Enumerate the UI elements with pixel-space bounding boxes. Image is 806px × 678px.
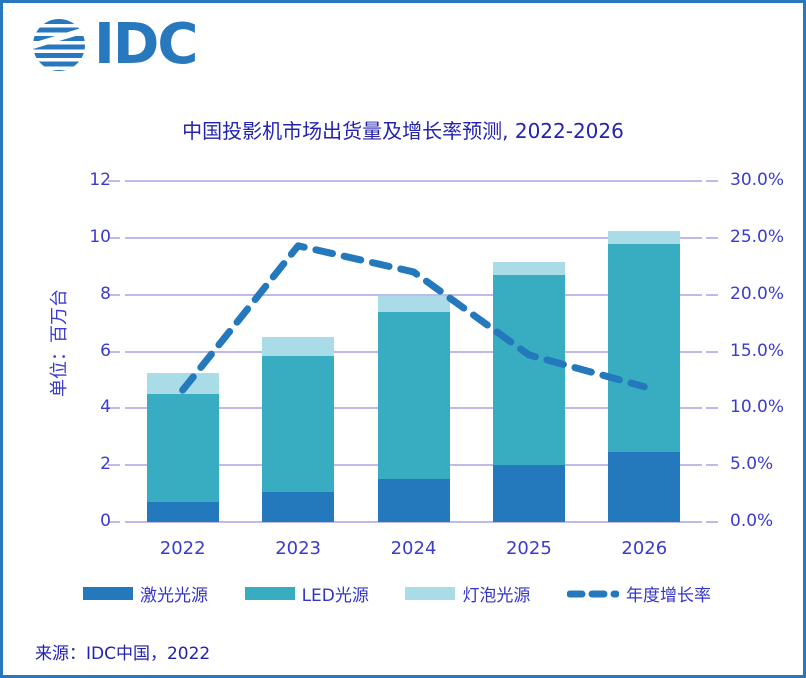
right-axis-tick bbox=[706, 350, 718, 353]
x-label-2026: 2026 bbox=[621, 538, 668, 559]
gridline bbox=[125, 180, 702, 182]
legend-item-led: LED光源 bbox=[244, 581, 369, 606]
bar-2023-bulb bbox=[262, 337, 335, 356]
gridline bbox=[125, 236, 702, 239]
bar-2023-laser bbox=[262, 492, 335, 522]
bar-2025-laser bbox=[492, 465, 565, 522]
right-axis-tick-label: 0.0% bbox=[730, 511, 774, 531]
bar-2025-led bbox=[492, 274, 565, 466]
left-axis-tick bbox=[108, 180, 120, 182]
legend-item-laser: 激光光源 bbox=[83, 581, 208, 606]
chart-canvas: 12 10 8 6 4 2 0 30.0% 25.0% 20.0% 15.0% 10.0% 5.0% 0.… bbox=[3, 3, 803, 675]
left-axis-tick-label: 6 bbox=[100, 340, 111, 361]
left-axis-tick-label: 8 bbox=[100, 283, 111, 304]
right-axis-tick bbox=[706, 236, 718, 239]
x-label-2022: 2022 bbox=[159, 538, 206, 559]
bar-2023-led bbox=[262, 355, 335, 493]
right-axis-tick-label: 30.0% bbox=[730, 170, 785, 190]
right-axis-tick-label: 15.0% bbox=[730, 340, 785, 361]
left-axis-tick bbox=[108, 350, 120, 353]
idc-globe-icon bbox=[33, 19, 85, 71]
dashed-line-swatch-icon bbox=[567, 590, 619, 597]
legend-item-growth: 年度增长率 bbox=[567, 581, 711, 606]
x-label-2025: 2025 bbox=[505, 538, 552, 559]
bar-2024-led bbox=[377, 311, 450, 480]
left-axis-tick-label: 10 bbox=[89, 226, 111, 247]
bar-2026-bulb bbox=[608, 230, 681, 244]
left-axis-tick-label: 4 bbox=[100, 397, 111, 418]
legend-item-bulb: 灯泡光源 bbox=[405, 581, 530, 606]
left-axis-tick bbox=[108, 407, 120, 410]
right-axis-tick-label: 25.0% bbox=[730, 226, 785, 247]
legend-label-growth: 年度增长率 bbox=[626, 586, 711, 606]
left-axis-tick bbox=[108, 464, 120, 467]
right-axis-tick-label: 5.0% bbox=[730, 454, 774, 475]
left-axis-tick bbox=[108, 236, 120, 239]
right-axis-tick-label: 10.0% bbox=[730, 397, 785, 418]
source-note: 来源：IDC中国，2022 bbox=[35, 644, 211, 664]
chart-title: 中国投影机市场出货量及增长率预测, 2022-2026 bbox=[182, 119, 624, 143]
bar-2022-led bbox=[146, 394, 219, 503]
idc-logo: IDC bbox=[33, 12, 198, 77]
left-axis-tick bbox=[108, 293, 120, 296]
bar-2022-bulb bbox=[146, 372, 219, 395]
gridline bbox=[125, 521, 702, 523]
led-swatch-icon bbox=[244, 587, 295, 600]
growth-rate-line bbox=[179, 242, 648, 394]
idc-logo-text: IDC bbox=[94, 12, 198, 77]
bar-2026-led bbox=[608, 243, 681, 453]
bar-2025-bulb bbox=[492, 261, 565, 275]
left-axis-tick bbox=[108, 521, 120, 523]
right-axis-tick bbox=[706, 521, 718, 523]
left-axis-tick-label: 2 bbox=[100, 454, 111, 475]
right-axis-tick bbox=[706, 464, 718, 467]
legend-label-bulb: 灯泡光源 bbox=[462, 586, 531, 606]
bar-2026-laser bbox=[608, 452, 681, 522]
bulb-swatch-icon bbox=[405, 587, 456, 600]
right-axis-tick bbox=[706, 180, 718, 182]
left-axis-tick-label: 12 bbox=[89, 170, 111, 190]
x-label-2023: 2023 bbox=[275, 538, 321, 559]
gridline bbox=[125, 293, 702, 296]
right-axis-tick bbox=[706, 293, 718, 296]
laser-swatch-icon bbox=[83, 587, 133, 600]
legend-label-led: LED光源 bbox=[301, 586, 369, 606]
bar-2024-bulb bbox=[377, 296, 450, 312]
right-axis-tick-label: 20.0% bbox=[730, 283, 785, 304]
right-axis-tick bbox=[706, 407, 718, 410]
x-label-2024: 2024 bbox=[390, 538, 437, 559]
bar-2024-laser bbox=[377, 479, 450, 522]
left-axis-tick-label: 0 bbox=[100, 511, 111, 531]
legend-label-laser: 激光光源 bbox=[140, 586, 208, 606]
legend: 激光光源 LED光源 灯泡光源 年度增长率 bbox=[83, 581, 711, 606]
bar-2022-laser bbox=[146, 502, 219, 522]
